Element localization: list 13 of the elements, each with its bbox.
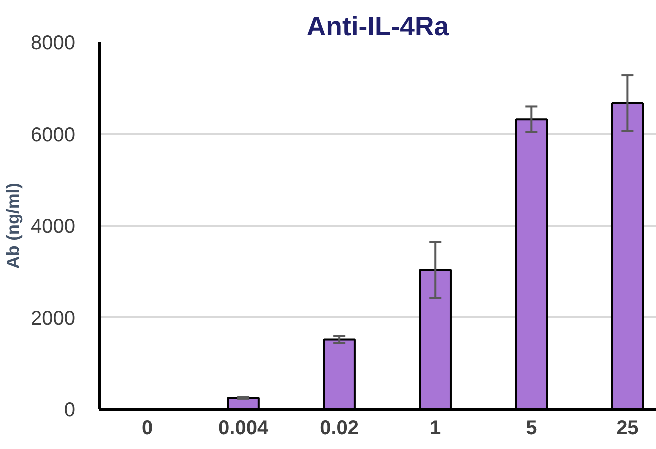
x-tick-label: 5 — [526, 418, 538, 440]
y-tick-label: 8000 — [31, 32, 76, 54]
y-axis-title: Ab (ng/ml) — [3, 183, 24, 269]
y-tick-label: 0 — [64, 400, 76, 422]
x-tick-label: 25 — [616, 418, 639, 440]
x-tick-label: 0.004 — [218, 418, 270, 440]
x-tick-label: 0.02 — [320, 418, 360, 440]
chart-title: Anti-IL-4Ra — [306, 12, 450, 42]
y-tick-label: 2000 — [31, 308, 76, 330]
y-tick-label: 4000 — [31, 216, 76, 238]
y-tick-label: 6000 — [31, 124, 76, 146]
x-tick-label: 0 — [142, 418, 154, 440]
x-tick-label: 1 — [430, 418, 442, 440]
